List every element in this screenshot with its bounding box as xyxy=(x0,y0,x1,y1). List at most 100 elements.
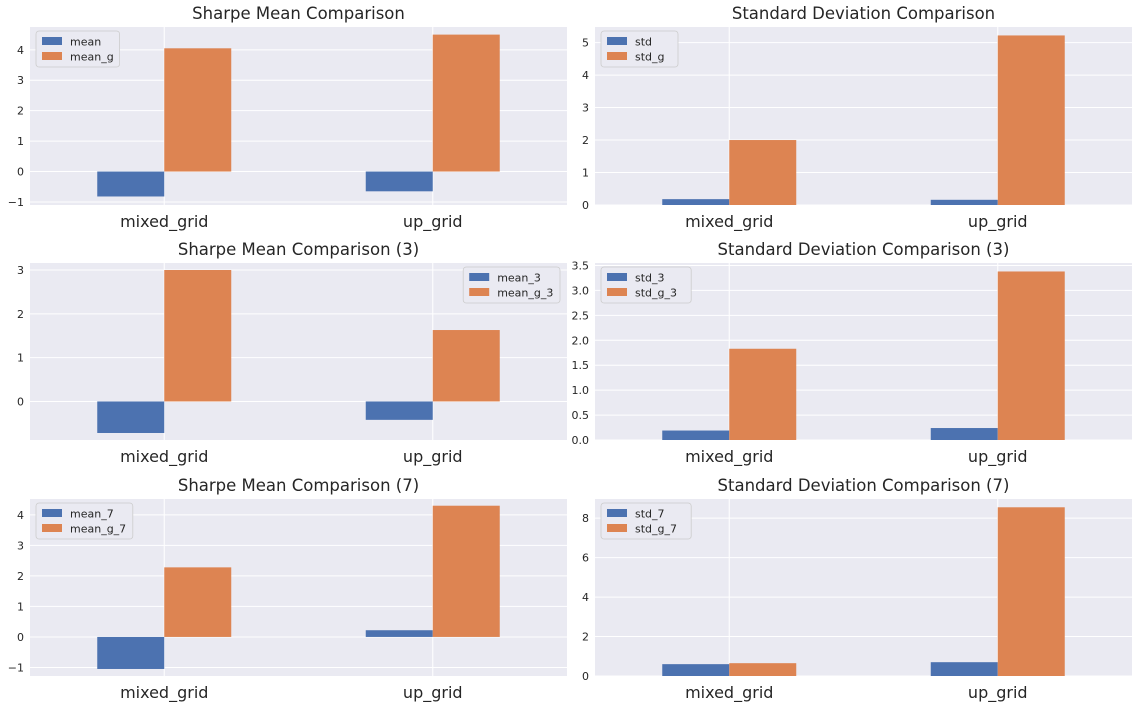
legend-label: std xyxy=(635,36,652,49)
chart-panel: −1 0 1 2 3 4 mixed_grid up_grid Sharpe Mean Comp… xyxy=(8,4,567,232)
bar-mean_g_3-up_grid xyxy=(432,330,500,402)
bar-std-mixed_grid xyxy=(662,199,730,205)
y-tick-label: 0 xyxy=(17,166,24,179)
bar-mean_g-mixed_grid xyxy=(164,48,232,172)
y-tick-label: 0.0 xyxy=(572,434,590,447)
legend-swatch xyxy=(42,509,62,517)
x-tick-label: up_grid xyxy=(968,212,1028,232)
legend-swatch xyxy=(469,273,490,281)
y-tick-label: 4 xyxy=(582,69,589,82)
bar-std_3-up_grid xyxy=(930,428,998,440)
legend-label: std_g xyxy=(635,51,665,64)
bar-mean_g_3-mixed_grid xyxy=(164,270,232,402)
y-tick-label: 2.0 xyxy=(572,334,590,347)
y-tick-label: 1 xyxy=(17,352,24,365)
legend-label: mean_g xyxy=(70,51,114,64)
y-tick-label: 4 xyxy=(582,591,589,604)
y-tick-label: 3 xyxy=(17,264,24,277)
y-tick-label: 1 xyxy=(17,135,24,148)
y-tick-label: 1.0 xyxy=(572,384,590,397)
bar-std_g-up_grid xyxy=(997,35,1065,206)
x-tick-label: up_grid xyxy=(403,212,463,232)
y-tick-label: 2 xyxy=(17,105,24,118)
legend-swatch xyxy=(607,524,627,532)
y-tick-label: 3.5 xyxy=(572,259,590,272)
legend-label: std_g_3 xyxy=(635,287,677,300)
legend-label: std_g_7 xyxy=(635,523,677,536)
y-tick-label: 0 xyxy=(582,670,589,683)
legend-swatch xyxy=(607,509,627,517)
legend: mean_7 mean_g_7 xyxy=(35,502,134,540)
y-tick-label: 1 xyxy=(582,167,589,180)
legend-swatch xyxy=(607,273,627,281)
legend-label: mean xyxy=(70,36,101,49)
x-tick-label: mixed_grid xyxy=(685,447,773,467)
legend-swatch xyxy=(42,37,62,45)
bar-std_g_3-up_grid xyxy=(997,271,1065,440)
bar-std_g-mixed_grid xyxy=(729,140,797,205)
bar-std_7-up_grid xyxy=(930,662,998,676)
bar-mean_g_7-mixed_grid xyxy=(164,567,232,637)
legend-label: mean_3 xyxy=(497,272,541,285)
y-tick-label: 0 xyxy=(17,395,24,408)
chart-title: Standard Deviation Comparison (3) xyxy=(718,240,1010,259)
y-tick-label: 0 xyxy=(582,199,589,212)
x-tick-label: up_grid xyxy=(403,447,463,467)
legend: mean_3 mean_g_3 xyxy=(462,266,561,304)
legend: std_3 std_g_3 xyxy=(600,266,692,304)
bar-std-up_grid xyxy=(930,199,998,205)
legend-swatch xyxy=(469,288,490,296)
y-tick-label: 3.0 xyxy=(572,284,590,297)
legend-swatch xyxy=(607,52,627,60)
y-tick-label: 5 xyxy=(582,37,589,50)
bar-std_7-mixed_grid xyxy=(662,664,730,676)
y-tick-label: −1 xyxy=(8,196,24,209)
y-tick-label: 2.5 xyxy=(572,309,590,322)
y-tick-label: 3 xyxy=(582,102,589,115)
y-tick-label: 0.5 xyxy=(572,409,590,422)
bar-mean-up_grid xyxy=(365,171,433,192)
chart-title: Standard Deviation Comparison (7) xyxy=(718,476,1010,495)
chart-panel: 0 2 4 6 8 mixed_grid up_grid Standard Deviation… xyxy=(582,476,1132,703)
x-tick-label: mixed_grid xyxy=(685,212,773,232)
y-tick-label: 4 xyxy=(17,44,24,57)
chart-title: Sharpe Mean Comparison (3) xyxy=(178,240,419,259)
chart-panel: −1 0 1 2 3 4 mixed_grid up_grid Sharpe Mean Comp… xyxy=(8,476,567,703)
bar-mean_g_7-up_grid xyxy=(432,505,500,637)
y-tick-label: 4 xyxy=(17,509,24,522)
legend-swatch xyxy=(42,524,62,532)
y-tick-label: 2 xyxy=(17,308,24,321)
bar-mean_g-up_grid xyxy=(432,34,500,172)
y-tick-label: 8 xyxy=(582,512,589,525)
y-tick-label: −1 xyxy=(8,661,24,674)
y-tick-label: 3 xyxy=(17,539,24,552)
x-tick-label: up_grid xyxy=(403,683,463,703)
x-tick-label: mixed_grid xyxy=(120,683,208,703)
legend-label: std_3 xyxy=(635,272,665,285)
legend: std_7 std_g_7 xyxy=(600,502,692,540)
bar-std_g_7-up_grid xyxy=(997,507,1065,676)
x-tick-label: mixed_grid xyxy=(120,212,208,232)
legend-label: mean_g_3 xyxy=(497,287,553,300)
legend-label: std_7 xyxy=(635,508,665,521)
bar-mean_3-up_grid xyxy=(365,401,433,420)
bar-mean_7-mixed_grid xyxy=(97,636,165,669)
y-tick-label: 2 xyxy=(582,631,589,644)
chart-title: Sharpe Mean Comparison (7) xyxy=(178,476,419,495)
legend-label: mean_g_7 xyxy=(70,523,126,536)
bar-mean_3-mixed_grid xyxy=(97,401,165,433)
y-tick-label: 0 xyxy=(17,631,24,644)
legend: std std_g xyxy=(600,30,679,68)
y-tick-label: 1 xyxy=(17,600,24,613)
chart-title: Sharpe Mean Comparison xyxy=(192,4,405,23)
legend-swatch xyxy=(42,52,62,60)
bar-mean_7-up_grid xyxy=(365,630,433,637)
chart-panel: 0.0 0.5 1.0 1.5 2.0 2.5 3.0 3.5 mixed_grid up_gri… xyxy=(572,240,1132,467)
y-tick-label: 3 xyxy=(17,74,24,87)
y-tick-label: 2 xyxy=(582,134,589,147)
chart-title: Standard Deviation Comparison xyxy=(732,4,995,23)
x-tick-label: up_grid xyxy=(968,683,1028,703)
bar-mean-mixed_grid xyxy=(97,171,165,197)
chart-panel: 0 1 2 3 4 5 mixed_grid up_grid Standard Deviatio… xyxy=(582,4,1132,232)
